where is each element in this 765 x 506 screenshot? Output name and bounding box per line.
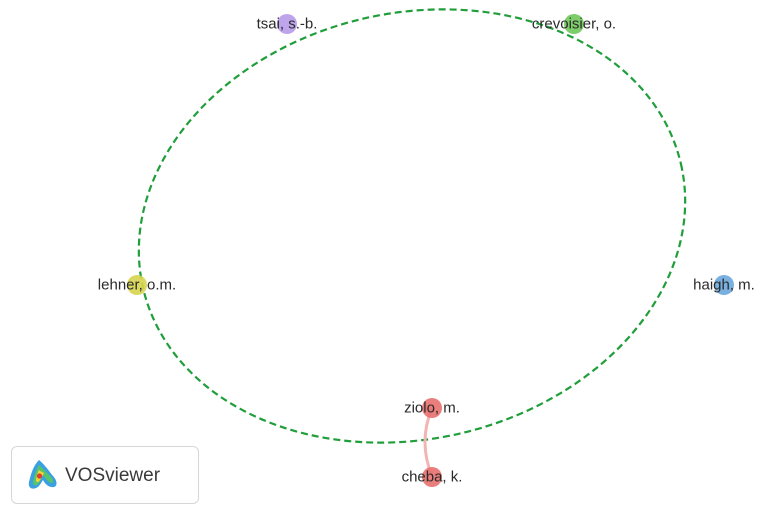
vosviewer-logo-text: VOSviewer: [65, 465, 161, 486]
node-label-tsai[interactable]: tsai, s.-b.: [256, 15, 318, 33]
node-label-crevoisier[interactable]: crevoisier, o.: [531, 15, 617, 33]
node-crevoisier[interactable]: [564, 14, 584, 34]
node-tsai[interactable]: [277, 14, 297, 34]
node-label-lehner[interactable]: lehner, o.m.: [97, 276, 177, 294]
vosviewer-logo: VOSviewer: [11, 446, 199, 504]
vosviewer-logo-icon: [28, 460, 57, 489]
node-lehner[interactable]: [127, 275, 147, 295]
node-ziolo[interactable]: [422, 398, 442, 418]
node-cheba[interactable]: [422, 467, 442, 487]
highlight-ellipse: [137, 8, 687, 444]
node-label-cheba[interactable]: cheba, k.: [401, 468, 463, 486]
link-ziolo-cheba: [423, 407, 434, 477]
node-haigh[interactable]: [714, 275, 734, 295]
node-label-ziolo[interactable]: ziolo, m.: [404, 399, 460, 417]
node-label-haigh[interactable]: haigh, m.: [693, 276, 755, 294]
